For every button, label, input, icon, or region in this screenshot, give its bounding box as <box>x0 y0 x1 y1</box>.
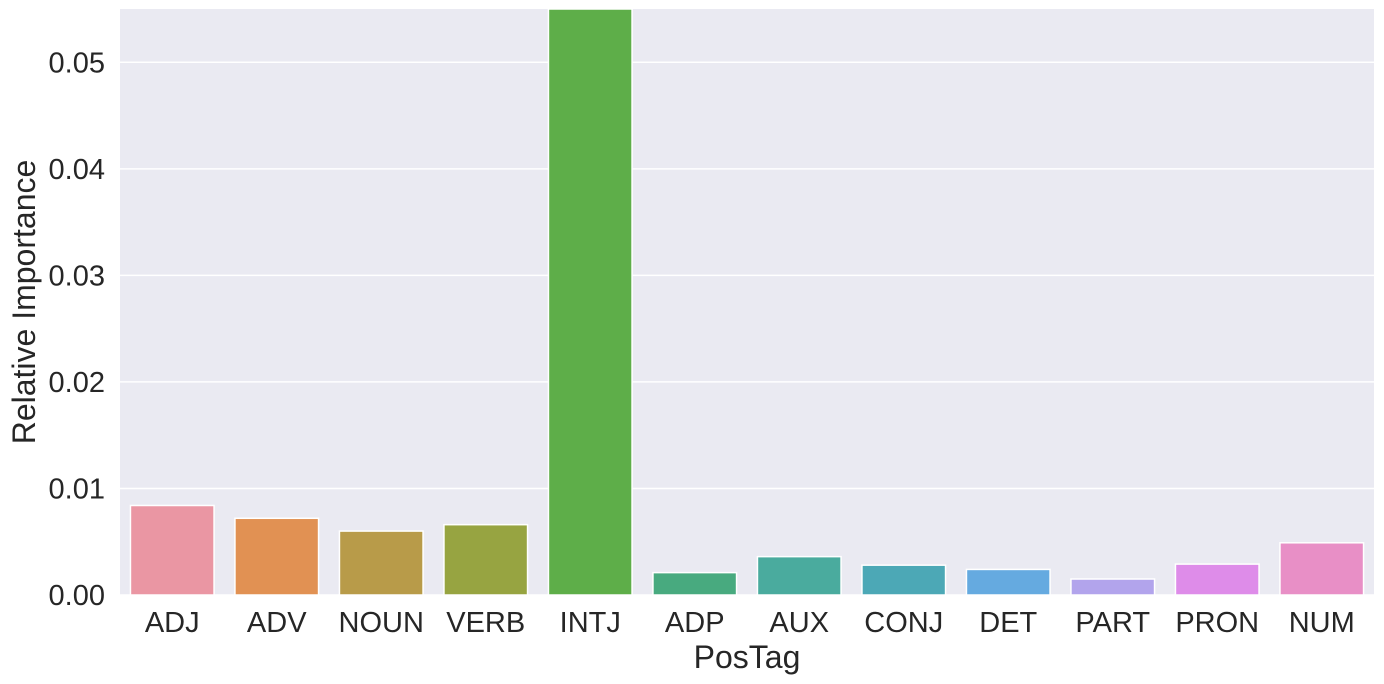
bar-adv <box>234 517 320 596</box>
bar-intj <box>547 8 633 596</box>
y-tick-label: 0.01 <box>49 473 105 505</box>
bar-adj <box>129 504 215 596</box>
x-tick-label: ADJ <box>145 607 200 639</box>
bars <box>129 8 1365 596</box>
x-tick-label: NUM <box>1289 607 1355 639</box>
y-tick-label: 0.04 <box>49 154 105 186</box>
y-tick-label: 0.00 <box>49 580 105 612</box>
y-tick-label: 0.03 <box>49 260 105 292</box>
bar-pron <box>1174 563 1260 596</box>
x-tick-label: ADP <box>665 607 725 639</box>
x-tick-label: PRON <box>1175 607 1259 639</box>
x-tick-label: VERB <box>446 607 525 639</box>
y-tick-label: 0.02 <box>49 367 105 399</box>
y-gridlines <box>120 61 1374 596</box>
bar-det <box>965 568 1051 596</box>
x-axis-label: PosTag <box>694 639 801 675</box>
bar-conj <box>861 564 947 596</box>
x-tick-label: DET <box>979 607 1037 639</box>
x-tick-label: PART <box>1075 607 1150 639</box>
x-tick-label: AUX <box>769 607 829 639</box>
bar-adp <box>652 571 738 596</box>
bar-verb <box>443 523 529 596</box>
x-tick-label: NOUN <box>339 607 424 639</box>
bar-part <box>1070 578 1156 596</box>
x-tick-label: INTJ <box>560 607 621 639</box>
plot-area <box>120 9 1374 595</box>
x-tick-label: CONJ <box>864 607 943 639</box>
bar-num <box>1279 542 1365 596</box>
x-tick-labels: ADJ ADV NOUN VERB INTJ ADP AUX CONJ DET PART PRON N… <box>145 607 1355 639</box>
bar-noun <box>338 530 424 596</box>
y-tick-label: 0.05 <box>49 47 105 79</box>
bar-aux <box>756 555 842 596</box>
y-axis-label: Relative Importance <box>6 160 42 445</box>
x-tick-label: ADV <box>247 607 307 639</box>
y-tick-labels: 0.00 0.01 0.02 0.03 0.04 0.05 <box>49 47 105 612</box>
